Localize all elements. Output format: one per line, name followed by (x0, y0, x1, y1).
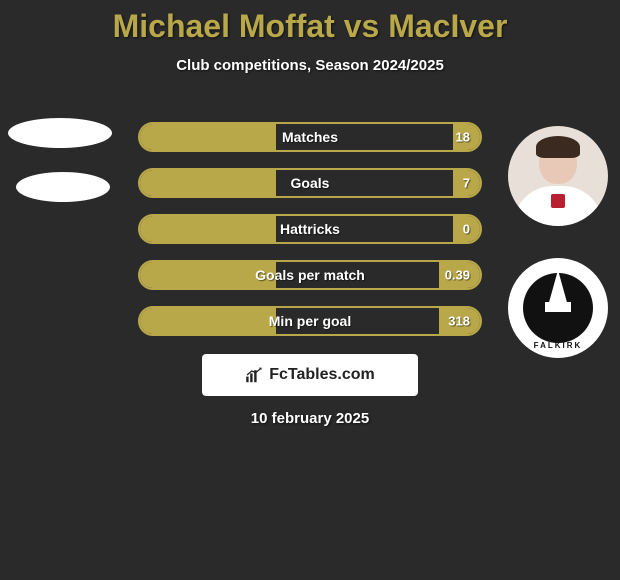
stat-label: Goals (291, 175, 330, 191)
left-player-avatar (8, 118, 112, 226)
stat-bar: Min per goal 318 (138, 306, 482, 336)
stat-label: Min per goal (269, 313, 351, 329)
stat-fill-left (140, 308, 276, 334)
stat-bar: Matches 18 (138, 122, 482, 152)
comparison-title: Michael Moffat vs MacIver (0, 0, 620, 45)
brand-watermark: FcTables.com (202, 354, 418, 396)
right-player-avatar (508, 126, 608, 226)
report-date: 10 february 2025 (251, 410, 369, 427)
avatar-placeholder-icon (8, 118, 112, 148)
stat-label: Matches (282, 129, 338, 145)
club-name-label: FALKIRK (534, 341, 583, 350)
club-placeholder-icon (16, 172, 110, 202)
stats-bars: Matches 18 Goals 7 Hattricks 0 Goals per match… (138, 122, 482, 352)
stat-value-right: 18 (456, 130, 470, 145)
stat-fill-left (140, 170, 276, 196)
stat-bar: Goals 7 (138, 168, 482, 198)
chart-icon (245, 367, 265, 383)
stat-value-right: 7 (463, 176, 470, 191)
stat-bar: Hattricks 0 (138, 214, 482, 244)
comparison-subtitle: Club competitions, Season 2024/2025 (0, 57, 620, 74)
stat-bar: Goals per match 0.39 (138, 260, 482, 290)
stat-value-right: 0 (463, 222, 470, 237)
stat-label: Hattricks (280, 221, 340, 237)
spire-icon (548, 270, 568, 306)
stat-fill-left (140, 124, 276, 150)
brand-label: FcTables.com (269, 366, 375, 384)
stat-value-right: 0.39 (445, 268, 470, 283)
stat-label: Goals per match (255, 267, 365, 283)
stat-fill-left (140, 216, 276, 242)
right-player-club-badge: FALKIRK (508, 258, 608, 358)
stat-value-right: 318 (448, 314, 470, 329)
